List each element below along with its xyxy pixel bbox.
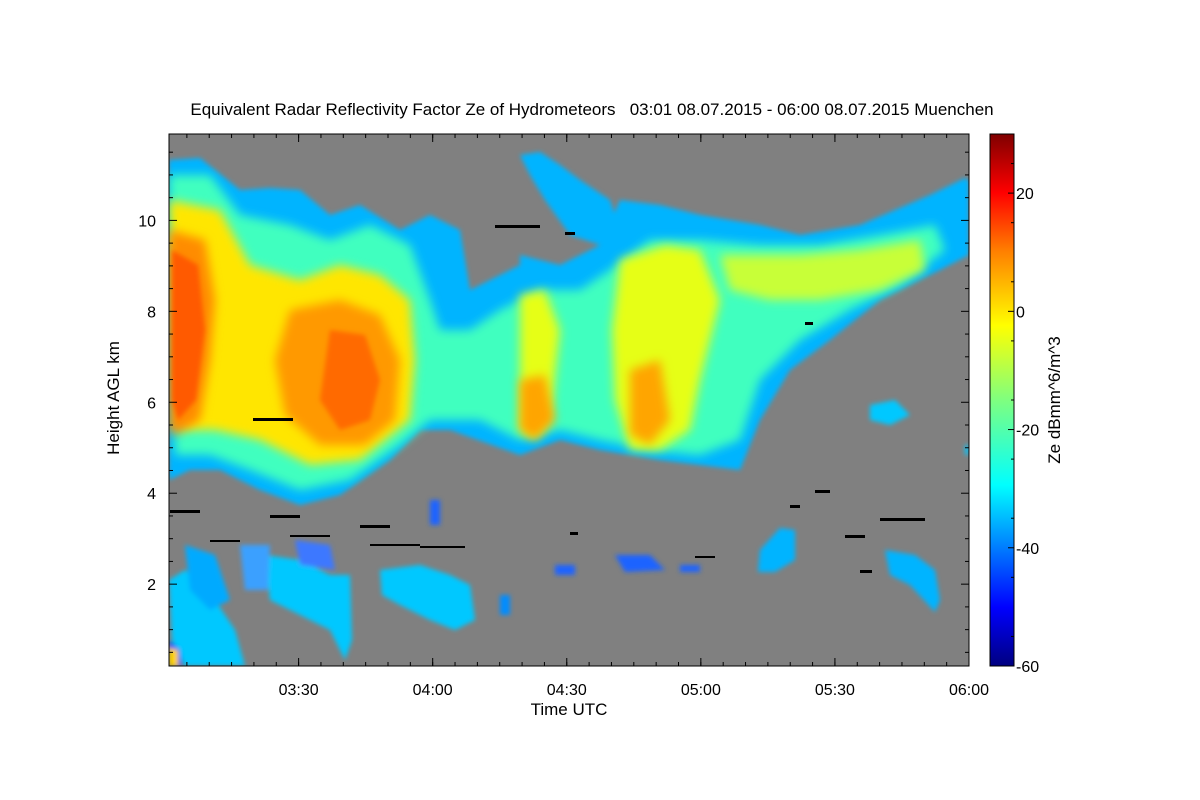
colorbar-label: Ze dBmm^6/m^3 (1045, 336, 1064, 463)
x-tick-label: 04:30 (547, 682, 587, 699)
y-tick-label: 4 (147, 486, 156, 503)
y-tick-label: 6 (147, 395, 156, 412)
chart-title: Equivalent Radar Reflectivity Factor Ze … (190, 100, 993, 119)
y-tick-label: 2 (147, 577, 156, 594)
x-axis-label: Time UTC (531, 700, 608, 719)
colorbar-tick-label: -60 (1016, 659, 1039, 676)
x-tick-label: 05:00 (681, 682, 721, 699)
y-axis: 2 4 6 8 10 (138, 151, 969, 653)
colorbar-tick-label: 0 (1016, 304, 1025, 321)
y-tick-label: 8 (147, 304, 156, 321)
x-tick-label: 04:00 (413, 682, 453, 699)
plot-frame (168, 133, 970, 667)
colorbar-tick-label: -20 (1016, 423, 1039, 440)
x-tick-label: 06:00 (949, 682, 989, 699)
colorbar (989, 133, 1015, 667)
x-tick-label: 05:30 (815, 682, 855, 699)
colorbar-axis: 20 0 -20 -40 -60 (1008, 163, 1039, 676)
colorbar-tick-label: -40 (1016, 541, 1039, 558)
x-axis: 03:30 04:00 04:30 05:00 05:30 06:00 (186, 134, 989, 699)
x-tick-label: 03:30 (279, 682, 319, 699)
colorbar-tick-label: 20 (1016, 186, 1034, 203)
radar-echo-field (169, 152, 969, 666)
y-tick-label: 10 (138, 213, 156, 230)
y-axis-label: Height AGL km (104, 341, 123, 455)
